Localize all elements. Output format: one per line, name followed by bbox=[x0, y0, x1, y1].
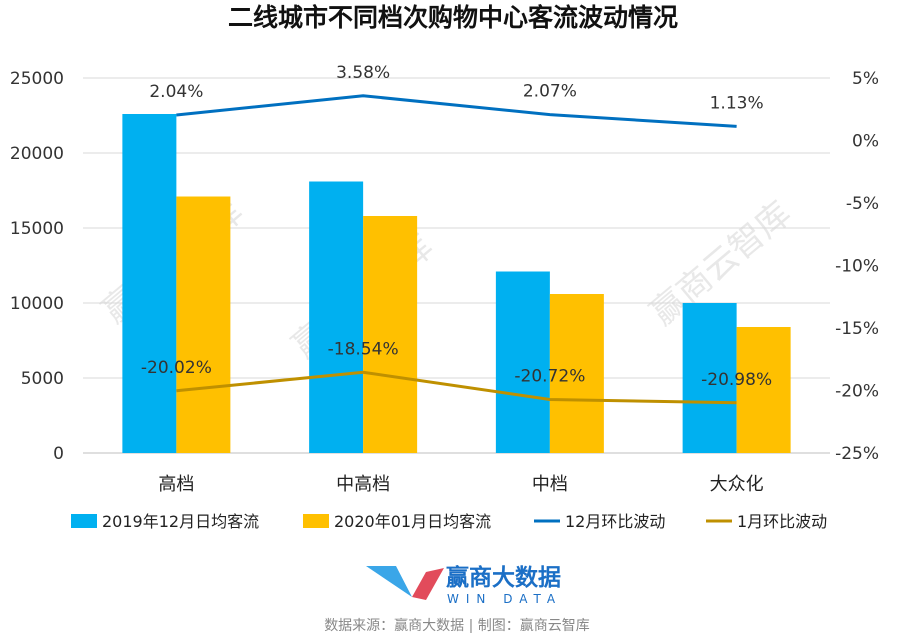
logo-wing-icon bbox=[366, 566, 412, 597]
lines: 2.04% 3.58% 2.07% 1.13% -20.02% -18.54% -20.72… bbox=[141, 63, 772, 405]
data-label: 1.13% bbox=[710, 93, 764, 113]
y-right-tick-label: -5% bbox=[846, 194, 879, 214]
category-label: 大众化 bbox=[710, 474, 764, 495]
y-right-tick-label: 5% bbox=[852, 69, 879, 89]
y-left-tick-label: 0 bbox=[53, 444, 64, 464]
logo-name-cn: 赢商大数据 bbox=[446, 564, 561, 591]
y-right-tick-label: -25% bbox=[835, 444, 879, 464]
y-left-tick-label: 5000 bbox=[21, 369, 64, 389]
series-line bbox=[176, 370, 737, 405]
footer-source: 数据来源：赢商大数据 | 制图：赢商云智库 bbox=[324, 617, 590, 633]
bar-dec-2019 bbox=[122, 114, 177, 453]
data-label: -18.54% bbox=[328, 339, 399, 359]
bar-jan-2020 bbox=[176, 196, 231, 453]
chart-title: 二线城市不同档次购物中心客流波动情况 bbox=[228, 3, 678, 32]
data-label: 3.58% bbox=[336, 63, 390, 83]
bar-jan-2020 bbox=[549, 294, 604, 453]
legend-swatch bbox=[303, 514, 329, 528]
series-line bbox=[176, 94, 737, 128]
category-label: 中档 bbox=[532, 474, 568, 495]
bar-dec-2019 bbox=[682, 303, 737, 453]
y-right-tick-label: 0% bbox=[852, 132, 879, 152]
data-label: -20.98% bbox=[701, 370, 772, 390]
bar-jan-2020 bbox=[736, 327, 791, 453]
y-left-tick-label: 10000 bbox=[10, 294, 64, 314]
brand-logo: 赢商大数据 WIN DATA bbox=[366, 564, 562, 606]
legend-label: 2019年12月日均客流 bbox=[102, 512, 259, 531]
data-label: 2.07% bbox=[523, 82, 577, 102]
category-label: 中高档 bbox=[336, 474, 390, 495]
logo-wing-icon-red bbox=[412, 568, 444, 600]
y-right-tick-label: -20% bbox=[835, 382, 879, 402]
bar-dec-2019 bbox=[309, 181, 364, 453]
category-label: 高档 bbox=[158, 474, 194, 495]
bars bbox=[122, 114, 791, 453]
y-left-tick-label: 25000 bbox=[10, 69, 64, 89]
y-right-tick-label: -15% bbox=[835, 319, 879, 339]
logo-name-en: WIN DATA bbox=[447, 592, 562, 606]
legend-swatch bbox=[71, 514, 97, 528]
y-right-tick-label: -10% bbox=[835, 257, 879, 277]
axes: 0 5000 10000 15000 20000 25000 -25% -20% -15% -10… bbox=[10, 69, 879, 495]
data-label: -20.02% bbox=[141, 358, 212, 378]
y-left-tick-label: 15000 bbox=[10, 219, 64, 239]
data-label: 2.04% bbox=[149, 82, 203, 102]
legend-label: 12月环比波动 bbox=[565, 512, 665, 531]
bar-jan-2020 bbox=[363, 216, 418, 453]
legend-label: 2020年01月日均客流 bbox=[334, 512, 491, 531]
legend-label: 1月环比波动 bbox=[737, 512, 827, 531]
data-label: -20.72% bbox=[514, 367, 585, 387]
bar-dec-2019 bbox=[495, 271, 550, 453]
legend: 2019年12月日均客流 2020年01月日均客流 12月环比波动 1月环比波动 bbox=[71, 512, 827, 531]
y-left-tick-label: 20000 bbox=[10, 144, 64, 164]
